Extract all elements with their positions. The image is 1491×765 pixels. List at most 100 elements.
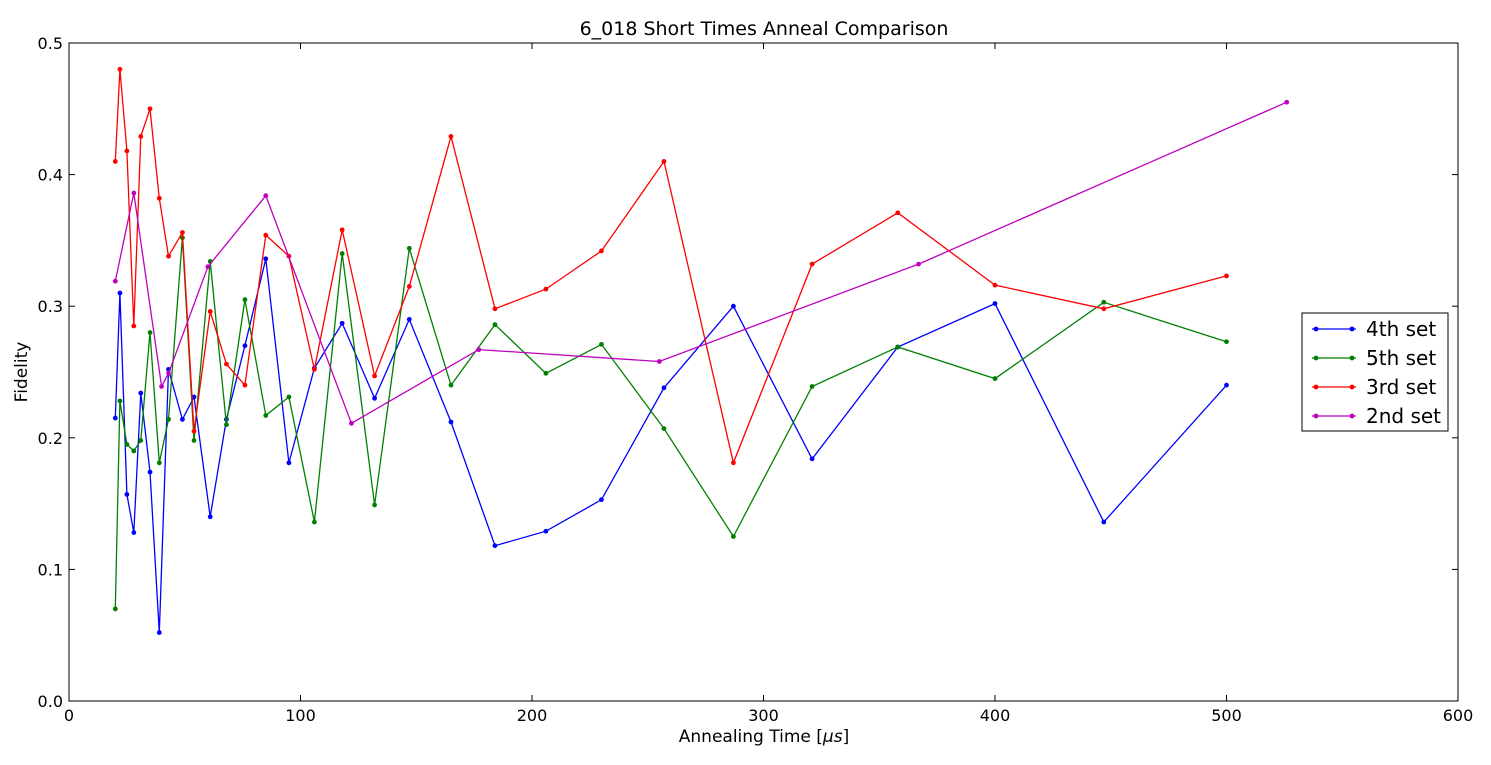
data-point [112,159,118,164]
legend-marker [1313,326,1319,332]
legend-marker [1313,384,1319,390]
data-point [263,413,269,418]
data-point [1101,306,1107,312]
data-point [124,441,130,447]
data-point [286,394,292,400]
chart-title: 6_018 Short Times Anneal Comparison [580,18,949,40]
legend-marker [1313,413,1319,419]
data-point [599,341,604,347]
legend-marker [1349,355,1355,361]
data-point [1224,382,1229,388]
data-point [1224,273,1229,279]
x-axis-title-text: Annealing Time [ [679,727,823,747]
data-point [349,420,354,426]
series-layer [112,66,1290,635]
data-point [263,232,269,238]
legend: 4th set 5th set 3rd set 2nd set [1301,312,1449,432]
data-point [448,419,454,425]
data-point [339,320,345,326]
data-point [656,359,662,364]
data-point [138,390,144,396]
data-point [448,382,454,388]
legend-marker [1349,326,1355,332]
series-4 [112,99,1290,426]
legend-label: 5th set [1366,346,1436,370]
data-point [543,370,549,376]
data-point [224,361,229,367]
legend-marker [1349,384,1355,390]
series-line [114,237,1227,609]
x-tick-label: 100 [285,706,316,725]
data-point [159,384,165,389]
data-point [492,306,498,312]
data-point [731,303,736,309]
data-point [131,530,137,535]
data-point [809,456,815,462]
data-point [263,256,269,262]
data-point [207,514,213,520]
x-tick-label: 0 [64,706,74,725]
data-point [339,227,345,233]
y-tick-label: 0.0 [38,692,63,711]
legend-marker [1349,413,1355,419]
data-point [372,373,377,379]
data-point [117,66,123,72]
data-point [809,261,815,267]
data-point [124,491,130,497]
data-point [156,460,162,466]
data-point [124,148,130,154]
y-tick-label: 0.5 [38,34,63,53]
y-tick-label: 0.3 [38,297,63,316]
legend-box [1301,312,1449,432]
data-point [731,460,736,466]
data-point [207,309,213,314]
data-point [1224,339,1229,345]
data-point [166,253,171,259]
data-point [112,278,118,284]
data-point [661,385,667,391]
data-point [131,323,137,329]
data-point [599,248,604,254]
data-point [311,366,317,372]
x-tick-label: 400 [980,706,1011,725]
data-point [731,534,736,539]
data-point [242,297,248,303]
data-point [112,415,118,421]
data-point [147,106,153,112]
data-point [895,210,901,216]
data-point [406,284,412,289]
data-point [992,376,998,381]
data-point [224,422,229,428]
data-point [916,261,922,267]
data-point [263,193,269,199]
data-point [117,398,123,404]
series-3 [112,66,1229,466]
data-point [492,543,498,549]
x-tick-label: 300 [748,706,779,725]
x-tick-label: 600 [1443,706,1474,725]
x-tick-label: 200 [517,706,548,725]
data-point [117,290,123,296]
data-point [147,330,153,335]
data-point [286,460,292,466]
data-point [339,251,345,256]
data-point [156,195,162,201]
data-point [166,416,171,422]
y-tick-label: 0.2 [38,429,63,448]
data-point [372,395,377,401]
data-point [448,134,454,139]
data-point [406,316,412,322]
x-tick-label: 500 [1211,706,1242,725]
data-point [992,301,998,306]
data-point [138,438,144,443]
y-axis: 0.0 0.1 0.2 0.3 0.4 0.5 [38,34,1458,711]
legend-marker [1313,355,1319,361]
data-point [476,347,482,353]
data-point [543,286,549,292]
data-point [895,344,901,350]
x-axis-title-unit: μs [822,727,843,747]
data-point [599,497,604,503]
data-point [372,502,377,508]
x-axis-title: Annealing Time [μs] [679,727,849,747]
